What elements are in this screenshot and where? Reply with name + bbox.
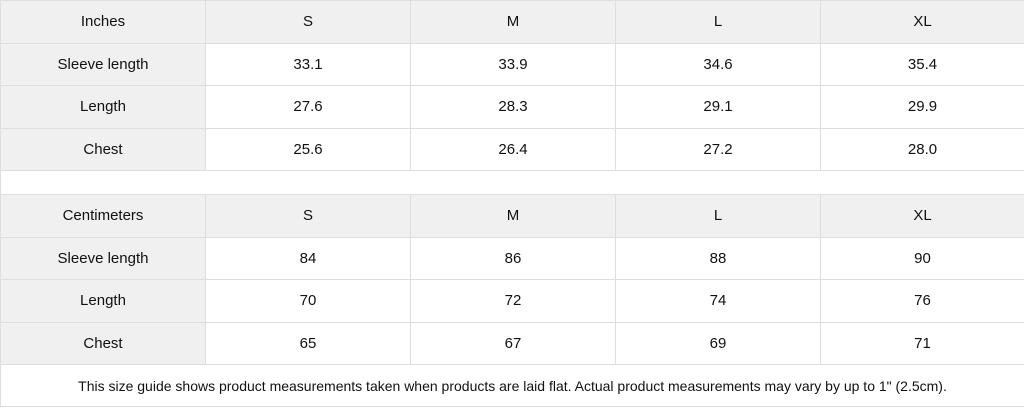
value-cell: 26.4	[410, 127, 616, 171]
value-cell: 74	[615, 279, 821, 323]
header-cell: L	[615, 194, 821, 238]
header-cell: L	[615, 0, 821, 44]
value-cell: 84	[205, 236, 411, 280]
value-cell: 28.0	[820, 127, 1024, 171]
row-label: Length	[0, 85, 206, 129]
value-cell: 33.9	[410, 42, 616, 86]
value-cell: 35.4	[820, 42, 1024, 86]
table-row: Chest 65 67 69 71	[0, 321, 1024, 365]
header-cell: Inches	[0, 0, 206, 44]
value-cell: 90	[820, 236, 1024, 280]
value-cell: 65	[205, 321, 411, 365]
value-cell: 25.6	[205, 127, 411, 171]
header-cell: M	[410, 194, 616, 238]
header-cell: XL	[820, 194, 1024, 238]
value-cell: 29.9	[820, 85, 1024, 129]
row-label: Sleeve length	[0, 236, 206, 280]
header-cell: XL	[820, 0, 1024, 44]
row-label: Sleeve length	[0, 42, 206, 86]
row-label: Length	[0, 279, 206, 323]
value-cell: 88	[615, 236, 821, 280]
value-cell: 70	[205, 279, 411, 323]
table-row: Sleeve length 33.1 33.9 34.6 35.4	[0, 42, 1024, 86]
table-row: Sleeve length 84 86 88 90	[0, 236, 1024, 280]
value-cell: 27.2	[615, 127, 821, 171]
value-cell: 69	[615, 321, 821, 365]
header-cell: S	[205, 0, 411, 44]
value-cell: 67	[410, 321, 616, 365]
value-cell: 86	[410, 236, 616, 280]
row-label: Chest	[0, 127, 206, 171]
table-row: Chest 25.6 26.4 27.2 28.0	[0, 127, 1024, 171]
value-cell: 28.3	[410, 85, 616, 129]
spacer-row	[0, 170, 1024, 195]
value-cell: 71	[820, 321, 1024, 365]
value-cell: 27.6	[205, 85, 411, 129]
value-cell: 76	[820, 279, 1024, 323]
inches-header-row: Inches S M L XL	[0, 0, 1024, 44]
centimeters-header-row: Centimeters S M L XL	[0, 194, 1024, 238]
table-row: Length 27.6 28.3 29.1 29.9	[0, 85, 1024, 129]
header-cell: M	[410, 0, 616, 44]
header-cell: Centimeters	[0, 194, 206, 238]
header-cell: S	[205, 194, 411, 238]
value-cell: 33.1	[205, 42, 411, 86]
value-cell: 72	[410, 279, 616, 323]
size-guide-note: This size guide shows product measuremen…	[0, 364, 1024, 407]
value-cell: 29.1	[615, 85, 821, 129]
table-row: Length 70 72 74 76	[0, 279, 1024, 323]
value-cell: 34.6	[615, 42, 821, 86]
row-label: Chest	[0, 321, 206, 365]
